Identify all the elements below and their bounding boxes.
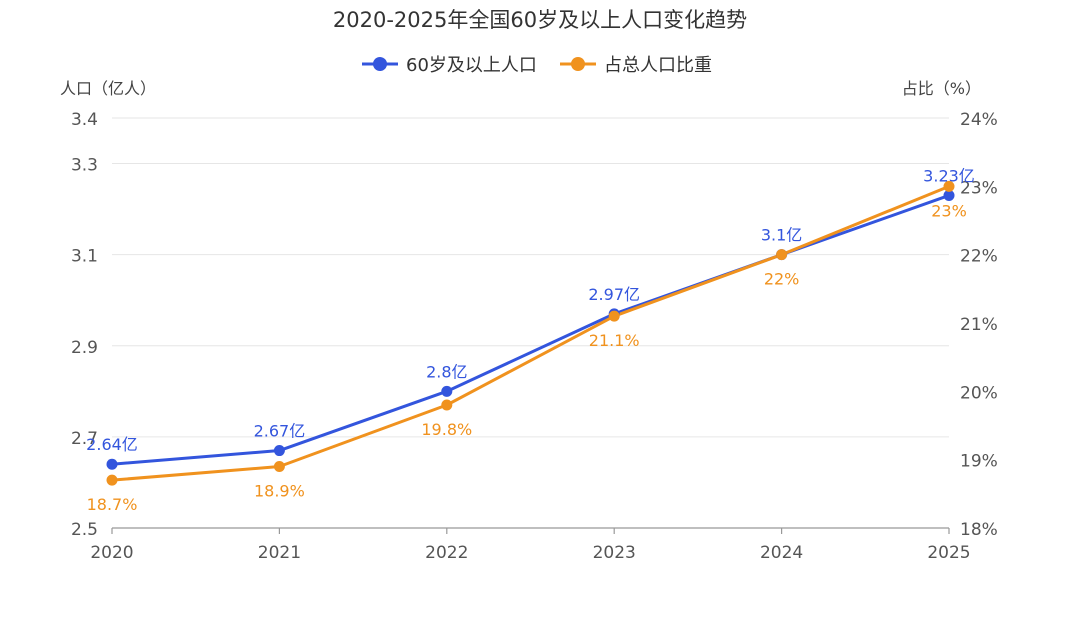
grid-lines	[112, 117, 949, 438]
legend-label-population: 60岁及以上人口	[406, 55, 537, 76]
right-tick-label: 18%	[960, 520, 998, 540]
series-lines	[111, 184, 950, 482]
left-tick-label: 2.9	[71, 338, 98, 358]
x-tick-label: 2025	[927, 543, 970, 563]
legend-item-ratio[interactable]: 占总人口比重	[560, 55, 712, 76]
right-tick-label: 21%	[960, 315, 998, 335]
ratio-data-label: 18.7%	[87, 495, 138, 514]
ratio-point[interactable]	[441, 399, 453, 411]
tick-labels: 2.5 2.7 2.9 3.1 3.3 3.4 18% 19% 20% 21% 22% 23% 24% 2…	[71, 110, 998, 563]
right-tick-label: 19%	[960, 452, 998, 472]
population-data-label: 3.1亿	[761, 226, 802, 245]
x-tick-label: 2023	[593, 543, 636, 563]
ratio-data-label: 21.1%	[589, 331, 640, 350]
chart-title: 2020-2025年全国60岁及以上人口变化趋势	[333, 8, 747, 32]
ratio-point[interactable]	[608, 310, 620, 322]
population-series-line	[111, 194, 950, 466]
ratio-data-label: 18.9%	[254, 482, 305, 501]
ratio-series-line	[111, 184, 950, 482]
x-tick-label: 2022	[425, 543, 468, 563]
right-tick-label: 23%	[960, 178, 998, 198]
population-data-label: 2.67亿	[254, 422, 306, 441]
left-tick-label: 3.1	[71, 247, 98, 267]
x-tick-label: 2021	[258, 543, 301, 563]
ratio-point[interactable]	[106, 474, 118, 486]
ratio-data-label: 23%	[931, 201, 967, 220]
population-point[interactable]	[106, 458, 118, 470]
data-labels: 2.64亿 2.67亿 2.8亿 2.97亿 3.1亿 3.23亿 18.7% 18.9% 19…	[86, 166, 975, 514]
legend-marker-population	[373, 57, 387, 71]
left-tick-label: 2.5	[71, 520, 98, 540]
left-tick-label: 3.4	[71, 110, 98, 130]
population-data-label: 2.64亿	[86, 435, 138, 454]
right-tick-label: 24%	[960, 110, 998, 130]
population-point[interactable]	[441, 385, 453, 397]
x-tick-label: 2020	[90, 543, 133, 563]
legend-item-population[interactable]: 60岁及以上人口	[362, 55, 537, 76]
population-point[interactable]	[943, 189, 955, 201]
population-data-label: 2.8亿	[426, 362, 467, 381]
right-axis-title: 占比（%）	[902, 79, 981, 98]
population-point[interactable]	[273, 445, 285, 457]
population-data-label: 3.23亿	[923, 166, 975, 185]
axes	[111, 527, 950, 534]
right-tick-label: 22%	[960, 247, 998, 267]
left-axis-title: 人口（亿人）	[60, 79, 156, 98]
data-points[interactable]	[106, 180, 955, 486]
right-tick-label: 20%	[960, 383, 998, 403]
left-tick-label: 2.7	[71, 429, 98, 449]
legend-label-ratio: 占总人口比重	[604, 55, 712, 76]
population-data-label: 2.97亿	[588, 285, 640, 304]
ratio-point[interactable]	[776, 249, 788, 261]
ratio-data-label: 22%	[764, 270, 800, 289]
left-tick-label: 3.3	[71, 156, 98, 176]
ratio-data-label: 19.8%	[421, 420, 472, 439]
x-tick-label: 2024	[760, 543, 803, 563]
legend-marker-ratio	[571, 57, 585, 71]
ratio-point[interactable]	[273, 461, 285, 472]
ratio-point[interactable]	[943, 180, 955, 192]
legend[interactable]: 60岁及以上人口 占总人口比重	[362, 55, 712, 76]
